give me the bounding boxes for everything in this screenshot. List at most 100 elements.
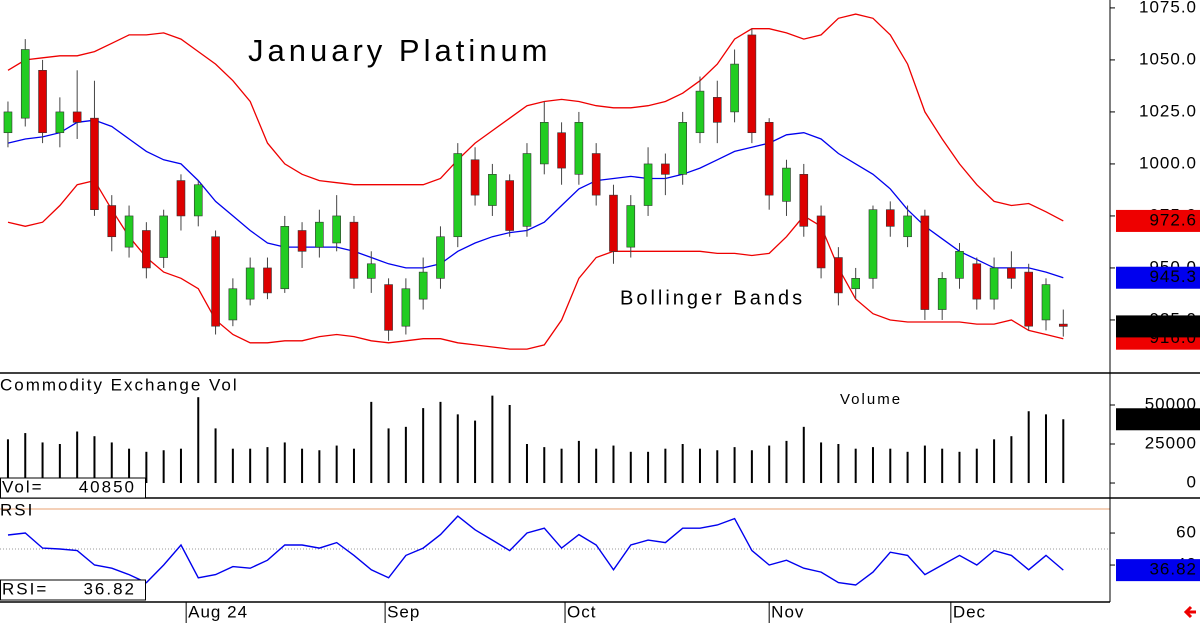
annotation: Volume [840,391,902,408]
volume-bar [110,442,113,484]
volume-bar [145,451,148,484]
x-tick-label: Sep [387,602,420,621]
volume-bar [681,444,684,484]
candle-body [384,284,393,331]
candle-body [574,122,584,175]
candle-body [695,90,705,134]
candle-body [1041,284,1051,321]
volume-bar [629,451,632,484]
candle-body [834,257,843,294]
candle-body [159,215,168,258]
volume-bar [560,448,563,484]
volume-bar [525,444,528,484]
candle-body [366,263,376,279]
value-box-label: 972.6 [1149,210,1197,229]
volume-bar [508,404,511,484]
candle-body [211,236,220,327]
candle-body [591,153,601,196]
volume-bar [474,420,477,484]
volume-bar [647,451,650,484]
candle-body [263,267,272,294]
candle-body [661,163,670,175]
value-box [1116,315,1200,338]
volume-bar [906,451,909,484]
volume-bar [750,450,753,484]
volume-bar [214,428,217,484]
volume-bar [404,426,407,484]
candle-body [193,184,203,217]
volume-bar [854,448,857,484]
candle-body [72,111,82,123]
candle-body [816,215,826,269]
volume-bar [439,401,442,484]
candle-body [1007,267,1016,279]
volume-bar [664,448,667,484]
candle-body [1024,271,1033,327]
volume-bar [612,445,615,484]
volume-bar [162,450,165,484]
candle-body [142,230,151,269]
volume-bar [456,414,459,484]
value-box-label: 945.3 [1149,267,1197,286]
volume-bar [249,448,252,484]
candle-body [107,205,117,238]
candle-body [1058,323,1068,327]
candle-body [470,159,480,196]
y-tick-label: 60 [1176,523,1197,542]
volume-bar [820,442,823,484]
volume-bar [1027,411,1030,484]
series-line [7,179,1064,350]
candle-body [436,236,445,279]
y-tick-label: 1025.0 [1139,101,1197,120]
value-box [1116,266,1200,289]
x-tick-label: Dec [953,602,986,621]
volume-bar [387,428,390,484]
volume-bar [871,447,874,484]
volume-bar [335,445,338,484]
candle-body [609,194,618,252]
volume-bar [889,448,892,484]
candle-body [453,153,463,238]
readout-label: RSI= [2,579,48,598]
candle-body [747,34,757,134]
scroll-arrow[interactable] [1183,605,1196,619]
volume-bar [58,444,61,484]
volume-bar [923,445,926,484]
candle-body [678,122,687,175]
volume-bar [197,397,200,484]
volume-bar [283,442,286,484]
candle-body [764,122,774,196]
candle-body [55,111,65,134]
volume-bar [802,426,805,484]
y-tick-label: 1000.0 [1139,153,1197,172]
y-tick-label: 1050.0 [1139,49,1197,68]
candle-body [730,63,739,113]
candle-body [280,226,290,290]
candle-body [176,180,186,217]
candle-body [505,180,514,231]
volume-bar [733,447,736,484]
volume-bar [318,450,321,484]
volume-bar [41,442,44,484]
volume-bar [76,431,79,484]
volume-bar [837,444,840,484]
value-box-label: 921.9 [1149,316,1197,335]
volume-bar [352,448,355,484]
candle-body [972,263,982,300]
volume-bar [1010,436,1013,484]
candle-body [20,49,30,119]
volume-bar [1062,419,1065,484]
volume-bar [958,451,961,484]
volume-bar [422,408,425,484]
volume-bar [975,448,978,484]
candle-body [626,205,636,248]
candle-body [522,153,532,227]
volume-bar [716,450,719,484]
series-line [7,13,1064,222]
readout-box [0,477,146,499]
readout-box [0,579,146,601]
panel-title: Commodity Exchange Vol [0,375,239,394]
candle-body [38,70,47,134]
volume-bar [993,439,996,484]
volume-bar [6,439,9,484]
